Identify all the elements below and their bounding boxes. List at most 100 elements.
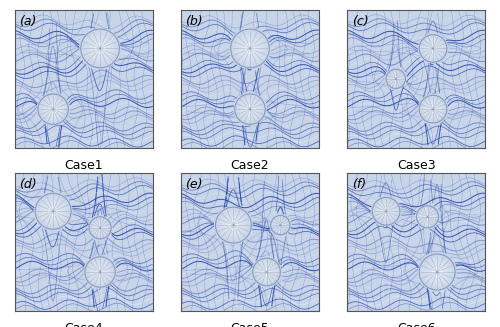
Circle shape (92, 263, 109, 281)
Circle shape (42, 98, 64, 120)
Text: (e): (e) (185, 178, 202, 191)
Circle shape (89, 217, 111, 239)
Circle shape (35, 193, 71, 229)
Circle shape (86, 35, 114, 62)
Circle shape (419, 254, 455, 290)
Circle shape (260, 266, 272, 278)
Circle shape (262, 268, 270, 276)
Circle shape (424, 259, 450, 285)
Circle shape (276, 221, 284, 229)
Circle shape (429, 44, 437, 52)
Text: (f): (f) (352, 178, 366, 191)
Circle shape (382, 207, 390, 215)
Circle shape (430, 264, 445, 280)
Circle shape (223, 215, 244, 235)
Text: Case5: Case5 (230, 322, 270, 327)
Circle shape (432, 267, 442, 277)
Circle shape (421, 37, 445, 60)
Circle shape (390, 73, 402, 84)
Circle shape (43, 201, 64, 221)
Circle shape (386, 69, 406, 89)
Circle shape (38, 196, 68, 227)
Circle shape (274, 218, 287, 232)
Text: (a): (a) (18, 15, 36, 28)
Circle shape (92, 220, 108, 236)
Circle shape (51, 107, 56, 111)
Circle shape (94, 43, 106, 54)
Circle shape (372, 198, 400, 225)
Circle shape (421, 97, 445, 121)
Circle shape (427, 43, 439, 54)
Circle shape (96, 223, 105, 232)
Circle shape (434, 269, 440, 275)
Text: Case2: Case2 (230, 159, 270, 172)
Circle shape (388, 71, 404, 87)
Circle shape (418, 207, 437, 226)
Circle shape (50, 209, 56, 214)
Circle shape (247, 46, 253, 51)
Circle shape (389, 72, 402, 86)
Circle shape (272, 217, 288, 233)
Circle shape (416, 206, 438, 228)
Circle shape (246, 105, 254, 113)
Circle shape (97, 225, 103, 231)
Circle shape (374, 199, 398, 223)
Circle shape (216, 207, 252, 243)
Circle shape (237, 96, 263, 122)
Circle shape (49, 105, 58, 113)
Circle shape (98, 226, 102, 230)
Circle shape (242, 100, 258, 118)
Circle shape (96, 268, 104, 276)
Circle shape (40, 198, 66, 224)
Circle shape (258, 264, 274, 280)
Circle shape (98, 270, 102, 274)
Circle shape (278, 222, 283, 228)
Circle shape (92, 40, 108, 57)
Circle shape (279, 224, 281, 227)
Circle shape (429, 105, 437, 113)
Circle shape (87, 259, 113, 285)
Circle shape (89, 261, 111, 283)
Circle shape (94, 221, 106, 234)
Circle shape (84, 32, 116, 65)
Circle shape (427, 262, 448, 282)
Circle shape (85, 257, 116, 287)
Circle shape (248, 107, 252, 111)
Circle shape (423, 212, 432, 221)
Text: Case1: Case1 (64, 159, 103, 172)
Circle shape (228, 220, 238, 230)
Text: (c): (c) (352, 15, 368, 28)
Circle shape (230, 29, 270, 68)
Circle shape (393, 76, 398, 81)
Circle shape (394, 77, 397, 80)
Circle shape (419, 35, 447, 62)
Circle shape (236, 35, 264, 62)
Circle shape (90, 218, 110, 237)
Circle shape (231, 223, 236, 228)
Circle shape (44, 100, 62, 118)
Circle shape (256, 262, 276, 282)
Circle shape (244, 103, 256, 116)
Circle shape (48, 206, 58, 216)
Text: Case4: Case4 (64, 322, 103, 327)
Text: Case6: Case6 (397, 322, 436, 327)
Circle shape (89, 37, 111, 60)
Circle shape (38, 94, 68, 124)
Text: (b): (b) (185, 15, 203, 28)
Circle shape (426, 215, 429, 218)
Circle shape (384, 209, 388, 213)
Circle shape (431, 46, 435, 50)
Text: (d): (d) (18, 178, 36, 191)
Circle shape (431, 107, 435, 111)
Circle shape (46, 103, 60, 116)
Circle shape (420, 209, 436, 225)
Circle shape (234, 32, 266, 65)
Circle shape (254, 260, 278, 284)
Circle shape (378, 203, 394, 219)
Circle shape (98, 46, 103, 51)
Circle shape (425, 41, 441, 56)
Circle shape (264, 270, 268, 274)
Circle shape (427, 103, 439, 115)
Circle shape (425, 101, 441, 117)
Circle shape (81, 29, 120, 68)
